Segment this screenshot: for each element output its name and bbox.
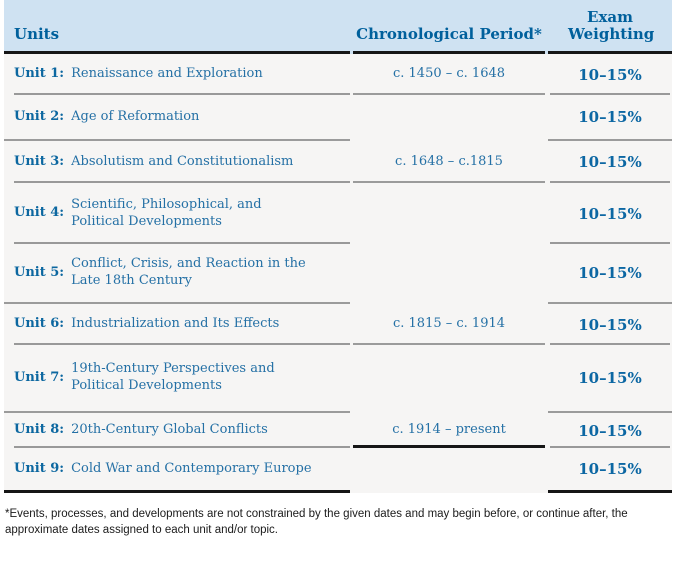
unit-7-label: Unit 7: bbox=[14, 369, 65, 385]
weighting-cell-unit-5: 10–15% bbox=[548, 244, 672, 304]
table-row-unit-8: Unit 8: 20th-Century Global Conflicts bbox=[4, 413, 350, 448]
table-row-unit-3: Unit 3: Absolutism and Constitutionalism bbox=[4, 141, 350, 183]
unit-group-1914-present: Unit 8: 20th-Century Global Conflicts Un… bbox=[4, 413, 672, 493]
unit-1-title: Renaissance and Exploration bbox=[71, 66, 263, 83]
weighting-cell-unit-8: 10–15% bbox=[548, 413, 672, 448]
unit-7-title-line-1: 19th-Century Perspectives and bbox=[71, 361, 275, 377]
period-cell-1: c. 1450 – c. 1648 bbox=[353, 54, 545, 95]
unit-4-title: Scientific, Philosophical, and Political … bbox=[71, 197, 262, 231]
table-row-unit-9: Unit 9: Cold War and Contemporary Europe bbox=[4, 448, 350, 493]
weighting-cell-unit-3: 10–15% bbox=[548, 141, 672, 183]
unit-5-label: Unit 5: bbox=[14, 264, 65, 280]
unit-4-label: Unit 4: bbox=[14, 205, 65, 221]
column-header-units: Units bbox=[4, 0, 350, 54]
table-row-unit-7: Unit 7: 19th-Century Perspectives and Pol… bbox=[4, 345, 350, 413]
unit-2-title: Age of Reformation bbox=[71, 109, 199, 126]
table-header-row: Units Chronological Period* Exam Weighti… bbox=[4, 0, 672, 54]
unit-1-title-line: Renaissance and Exploration bbox=[71, 66, 263, 82]
unit-3-title-line: Absolutism and Constitutionalism bbox=[71, 153, 294, 169]
weighting-cell-unit-7: 10–15% bbox=[548, 345, 672, 413]
unit-group-1815-1914: Unit 6: Industrialization and Its Effect… bbox=[4, 304, 672, 413]
unit-9-title-line: Cold War and Contemporary Europe bbox=[71, 460, 312, 476]
table-row-unit-6: Unit 6: Industrialization and Its Effect… bbox=[4, 304, 350, 345]
unit-7-title-line-2: Political Developments bbox=[71, 378, 222, 393]
unit-8-title: 20th-Century Global Conflicts bbox=[71, 422, 268, 439]
exam-weighting-label: Exam Weighting bbox=[568, 7, 655, 43]
unit-2-label: Unit 2: bbox=[14, 108, 65, 124]
units-weighting-table: Units Chronological Period* Exam Weighti… bbox=[4, 0, 672, 493]
unit-1-label: Unit 1: bbox=[14, 66, 65, 82]
unit-6-title: Industrialization and Its Effects bbox=[71, 316, 279, 333]
weighting-cell-unit-4: 10–15% bbox=[548, 183, 672, 244]
unit-4-title-line-1: Scientific, Philosophical, and bbox=[71, 196, 262, 212]
footnote: *Events, processes, and developments are… bbox=[5, 508, 628, 537]
weighting-cell-unit-6: 10–15% bbox=[548, 304, 672, 345]
period-cell-2: c. 1648 – c.1815 bbox=[353, 141, 545, 183]
unit-2-title-line: Age of Reformation bbox=[71, 108, 200, 124]
column-header-exam-weighting: Exam Weighting bbox=[548, 0, 672, 54]
unit-8-title-line: 20th-Century Global Conflicts bbox=[71, 422, 268, 438]
unit-5-title-line-1: Conflict, Crisis, and Reaction in the bbox=[71, 256, 306, 272]
table-row-unit-1: Unit 1: Renaissance and Exploration bbox=[4, 54, 350, 95]
weighting-cell-unit-2: 10–15% bbox=[548, 95, 672, 141]
unit-8-label: Unit 8: bbox=[14, 422, 65, 438]
table-row-unit-2: Unit 2: Age of Reformation bbox=[4, 95, 350, 141]
unit-group-1450-1648: Unit 1: Renaissance and Exploration Unit… bbox=[4, 54, 672, 141]
unit-9-title: Cold War and Contemporary Europe bbox=[71, 461, 311, 478]
period-cell-3: c. 1815 – c. 1914 bbox=[353, 304, 545, 345]
unit-5-title-line-2: Late 18th Century bbox=[71, 273, 192, 288]
unit-5-title: Conflict, Crisis, and Reaction in the Lat… bbox=[71, 256, 306, 290]
unit-6-title-line: Industrialization and Its Effects bbox=[71, 316, 280, 332]
unit-3-label: Unit 3: bbox=[14, 153, 65, 169]
unit-7-title: 19th-Century Perspectives and Political D… bbox=[71, 361, 275, 395]
column-header-chronological-period: Chronological Period* bbox=[353, 0, 545, 54]
unit-4-title-line-2: Political Developments bbox=[71, 213, 222, 229]
unit-6-label: Unit 6: bbox=[14, 316, 65, 332]
unit-group-1648-1815: Unit 3: Absolutism and Constitutionalism… bbox=[4, 141, 672, 304]
unit-3-title: Absolutism and Constitutionalism bbox=[71, 154, 293, 171]
weighting-cell-unit-1: 10–15% bbox=[548, 54, 672, 95]
table-row-unit-5: Unit 5: Conflict, Crisis, and Reaction i… bbox=[4, 244, 350, 304]
unit-9-label: Unit 9: bbox=[14, 460, 65, 476]
weighting-cell-unit-9: 10–15% bbox=[548, 448, 672, 493]
table-row-unit-4: Unit 4: Scientific, Philosophical, and Po… bbox=[4, 183, 350, 244]
period-cell-4: c. 1914 – present bbox=[353, 413, 545, 448]
